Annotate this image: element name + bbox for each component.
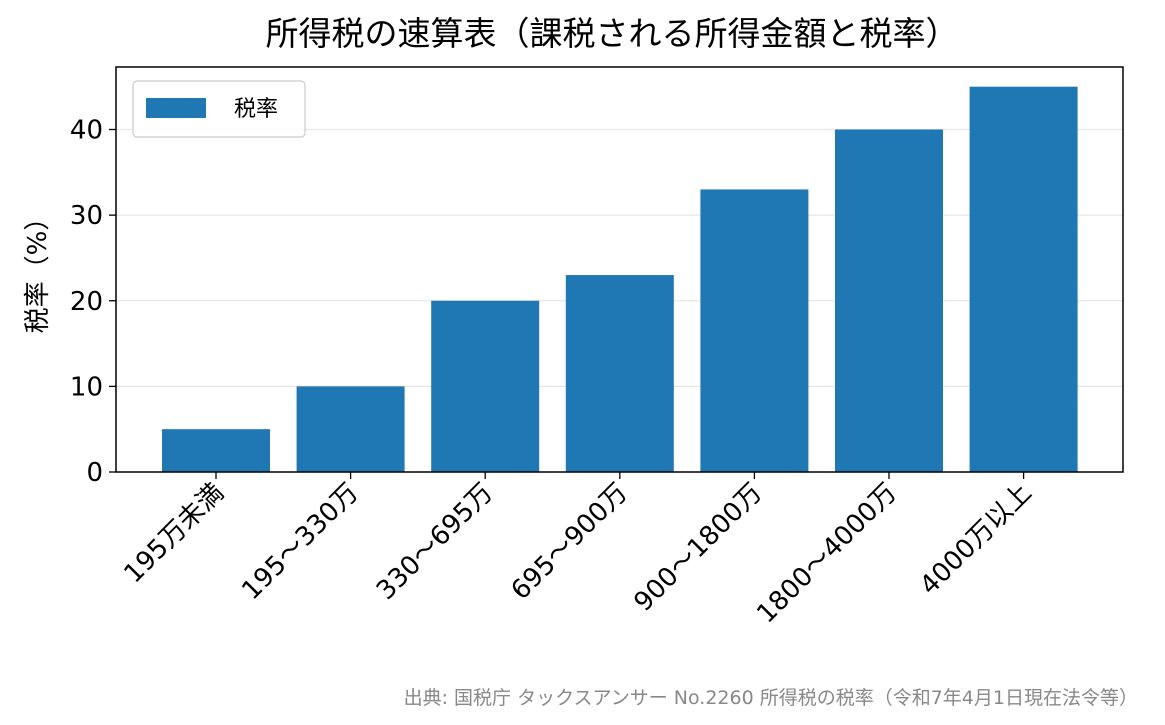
- legend: 税率: [132, 80, 306, 138]
- bar: [565, 275, 674, 472]
- bar: [431, 300, 540, 472]
- x-tick-label: 330〜695万: [371, 478, 499, 606]
- x-tick-label: 195〜330万: [236, 478, 364, 606]
- x-tick-label: 1800〜4000万: [751, 478, 903, 630]
- x-tick-label: 900〜1800万: [628, 478, 768, 618]
- bar: [835, 129, 943, 472]
- bar: [296, 386, 405, 472]
- x-tick-label: 195万未満: [118, 478, 229, 589]
- y-tick-label: 10: [70, 372, 103, 402]
- legend-box: [132, 80, 306, 138]
- x-tick-label: 4000万以上: [914, 478, 1037, 601]
- y-tick-label: 30: [70, 201, 103, 231]
- legend-label: 税率: [234, 97, 278, 122]
- bar: [969, 86, 1078, 472]
- bar: [162, 429, 270, 472]
- y-axis: 0 10 20 30 40: [70, 116, 116, 488]
- bars: [162, 86, 1078, 472]
- y-tick-label: 40: [70, 116, 103, 146]
- x-tick-label: 695〜900万: [506, 478, 634, 606]
- y-tick-label: 0: [86, 458, 103, 488]
- y-axis-label: 税率（%）: [23, 205, 53, 334]
- source-note: 出典: 国税庁 タックスアンサー No.2260 所得税の税率（令和7年4月1日…: [404, 687, 1138, 709]
- legend-swatch: [146, 98, 206, 118]
- chart-title: 所得税の速算表（課税される所得金額と税率）: [266, 14, 959, 53]
- y-tick-label: 20: [70, 287, 103, 317]
- x-axis: 195万未満 195〜330万 330〜695万 695〜900万900〜1800万1…: [118, 472, 1038, 630]
- bar: [700, 189, 809, 472]
